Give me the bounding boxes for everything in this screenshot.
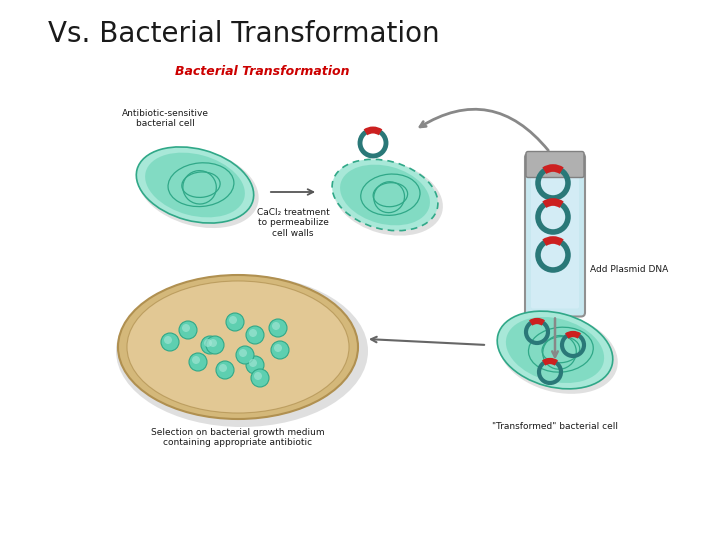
Ellipse shape [116,275,368,427]
Text: Selection on bacterial growth medium
containing appropriate antibiotic: Selection on bacterial growth medium con… [151,428,325,448]
Text: CaCl₂ treatment
to permeabilize
cell walls: CaCl₂ treatment to permeabilize cell wal… [256,208,329,238]
Text: Add Plasmid DNA: Add Plasmid DNA [590,266,668,274]
Ellipse shape [127,281,349,413]
Circle shape [251,369,269,387]
Ellipse shape [332,159,438,231]
Circle shape [192,356,200,364]
Circle shape [269,319,287,337]
Text: Antibiotic-sensitive
bacterial cell: Antibiotic-sensitive bacterial cell [122,109,209,128]
Circle shape [206,336,224,354]
Ellipse shape [138,148,258,228]
Circle shape [249,359,257,367]
Text: Vs. Bacterial Transformation: Vs. Bacterial Transformation [48,20,440,48]
Ellipse shape [118,275,358,419]
Ellipse shape [498,311,613,389]
Circle shape [189,353,207,371]
Ellipse shape [145,153,245,218]
Circle shape [271,341,289,359]
Circle shape [182,324,190,332]
Circle shape [249,329,257,337]
FancyBboxPatch shape [525,153,585,316]
Ellipse shape [333,160,443,235]
Circle shape [204,339,212,347]
Ellipse shape [498,312,618,394]
Circle shape [164,336,172,344]
Circle shape [246,326,264,344]
Text: "Transformed" bacterial cell: "Transformed" bacterial cell [492,422,618,431]
Circle shape [236,346,254,364]
Circle shape [161,333,179,351]
FancyBboxPatch shape [531,168,579,308]
Circle shape [209,339,217,347]
Circle shape [254,372,262,380]
Ellipse shape [506,317,604,383]
Circle shape [216,361,234,379]
Circle shape [226,313,244,331]
Ellipse shape [136,147,253,223]
Circle shape [274,344,282,352]
FancyBboxPatch shape [526,152,584,178]
Circle shape [201,336,219,354]
Circle shape [219,364,227,372]
Circle shape [246,356,264,374]
Circle shape [272,322,280,330]
Text: Bacterial Transformation: Bacterial Transformation [175,65,349,78]
Circle shape [239,349,247,357]
Circle shape [229,316,237,324]
Circle shape [179,321,197,339]
Ellipse shape [340,165,430,225]
